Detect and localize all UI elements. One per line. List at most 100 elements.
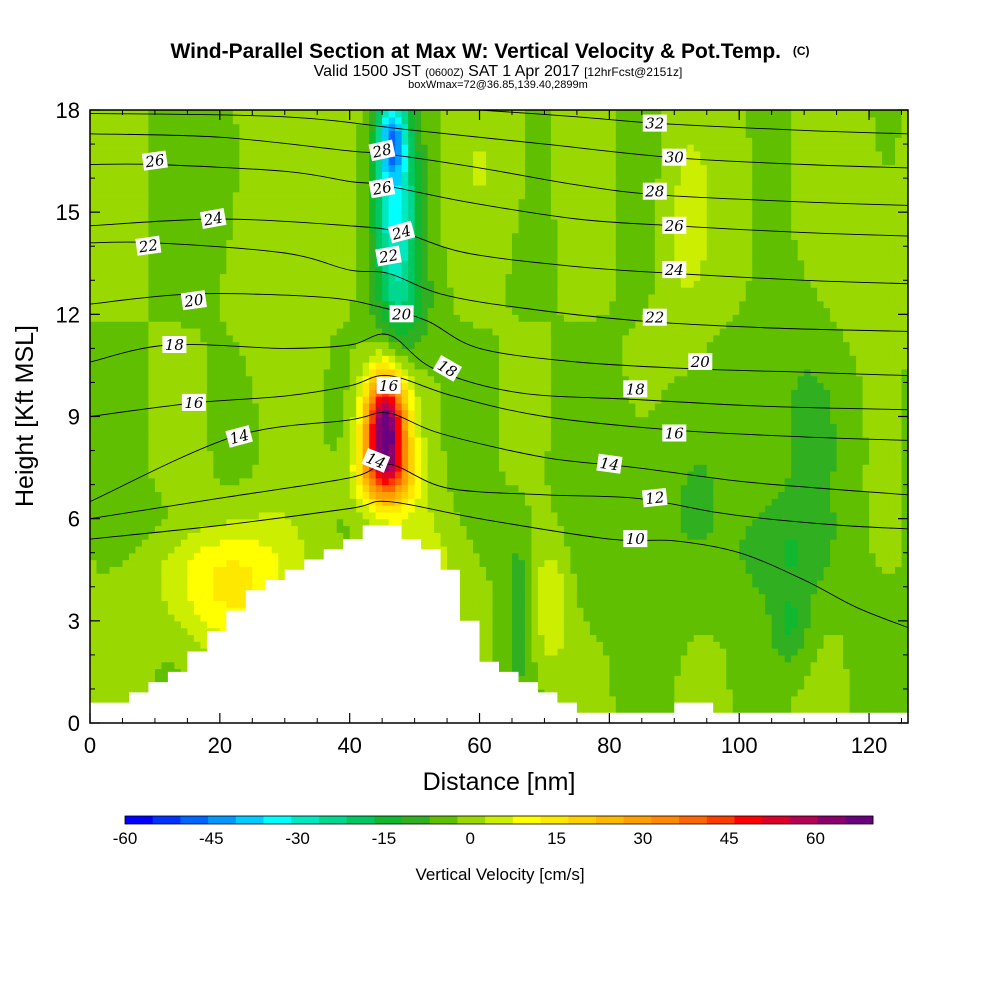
heat-cell bbox=[576, 648, 584, 656]
heat-cell bbox=[739, 505, 747, 513]
heat-cell bbox=[102, 668, 111, 676]
heat-cell bbox=[284, 532, 292, 540]
heat-cell bbox=[667, 620, 675, 629]
heat-cell bbox=[154, 484, 163, 493]
heat-cell bbox=[700, 661, 708, 670]
heat-cell bbox=[167, 539, 175, 547]
heat-cell bbox=[174, 566, 182, 574]
heat-cell bbox=[245, 573, 253, 581]
heat-cell bbox=[752, 573, 760, 581]
heat-cell bbox=[700, 464, 708, 472]
heat-cell bbox=[706, 518, 714, 527]
heat-cell bbox=[823, 470, 831, 479]
heat-cell bbox=[336, 457, 344, 465]
heat-cell bbox=[869, 682, 877, 690]
heat-cell bbox=[823, 525, 831, 533]
heat-cell bbox=[466, 600, 474, 608]
heat-cell bbox=[200, 498, 208, 506]
heat-cell bbox=[752, 525, 760, 533]
heat-cell bbox=[661, 477, 669, 486]
heat-cell bbox=[849, 559, 857, 567]
heat-cell bbox=[531, 654, 539, 663]
heat-cell bbox=[330, 457, 338, 465]
heat-cell bbox=[492, 532, 500, 540]
heat-cell bbox=[466, 464, 474, 472]
heat-cell bbox=[434, 484, 442, 493]
heat-cell bbox=[602, 470, 610, 479]
heat-cell bbox=[706, 695, 714, 704]
heat-cell bbox=[128, 654, 137, 663]
heat-cell bbox=[453, 559, 461, 567]
heat-cell bbox=[486, 586, 494, 595]
heat-cell bbox=[693, 477, 701, 486]
heat-cell bbox=[537, 620, 546, 629]
heat-cell bbox=[408, 477, 416, 486]
heat-cell bbox=[518, 505, 526, 513]
heat-cell bbox=[252, 450, 260, 458]
heat-cell bbox=[537, 539, 546, 547]
heat-cell bbox=[291, 545, 299, 554]
heat-cell bbox=[369, 511, 377, 520]
heat-cell bbox=[226, 518, 234, 527]
heat-cell bbox=[791, 552, 799, 561]
heat-cell bbox=[823, 695, 831, 704]
heat-cell bbox=[550, 593, 559, 601]
heat-cell bbox=[667, 634, 675, 642]
heat-cell bbox=[174, 614, 182, 622]
heat-cell bbox=[563, 661, 572, 670]
heat-cell bbox=[713, 702, 721, 710]
heat-cell bbox=[667, 688, 675, 697]
heat-cell bbox=[200, 600, 208, 608]
heat-cell bbox=[180, 532, 188, 540]
heat-cell bbox=[544, 450, 552, 458]
heat-cell bbox=[258, 491, 266, 499]
heat-cell bbox=[700, 620, 708, 629]
heat-cell bbox=[771, 525, 779, 533]
heat-cell bbox=[589, 498, 597, 506]
heat-cell bbox=[550, 586, 559, 595]
heat-cell bbox=[187, 545, 195, 554]
heat-cell bbox=[758, 518, 766, 527]
heat-cell bbox=[531, 532, 539, 540]
heat-cell bbox=[200, 593, 208, 601]
heat-cell bbox=[797, 457, 805, 465]
heat-cell bbox=[576, 668, 584, 676]
heat-cell bbox=[602, 688, 610, 697]
heat-cell bbox=[174, 607, 182, 615]
heat-cell bbox=[284, 518, 292, 527]
heat-cell bbox=[778, 688, 786, 697]
heat-cell bbox=[661, 702, 669, 710]
heat-cell bbox=[882, 573, 890, 581]
subtitle-forecast: [12hrFcst@2151z] bbox=[584, 65, 682, 79]
heat-cell bbox=[888, 641, 896, 649]
heat-cell bbox=[187, 511, 195, 520]
heat-cell bbox=[641, 675, 649, 683]
heat-cell bbox=[856, 566, 864, 574]
heat-cell bbox=[102, 498, 111, 506]
heat-cell bbox=[654, 539, 662, 547]
heat-cell bbox=[193, 539, 201, 547]
heat-cell bbox=[213, 464, 221, 472]
heat-cell bbox=[765, 600, 773, 608]
heat-cell bbox=[843, 634, 851, 642]
heat-cell bbox=[622, 491, 630, 499]
heat-cell bbox=[466, 505, 474, 513]
heat-cell bbox=[154, 552, 163, 561]
heat-cell bbox=[576, 573, 584, 581]
heat-cell bbox=[856, 634, 864, 642]
heat-cell bbox=[395, 450, 403, 458]
heat-cell bbox=[700, 552, 708, 561]
heat-cell bbox=[732, 620, 740, 629]
heat-cell bbox=[875, 566, 883, 574]
heat-cell bbox=[869, 498, 877, 506]
heat-cell bbox=[213, 552, 221, 561]
heat-cell bbox=[278, 518, 286, 527]
heat-cell bbox=[200, 539, 208, 547]
heat-cell bbox=[888, 532, 896, 540]
heat-cell bbox=[109, 607, 117, 615]
heat-cell bbox=[375, 477, 383, 486]
heat-cell bbox=[680, 470, 688, 479]
heat-cell bbox=[128, 484, 137, 493]
heat-cell bbox=[797, 661, 805, 670]
heat-cell bbox=[447, 525, 455, 533]
